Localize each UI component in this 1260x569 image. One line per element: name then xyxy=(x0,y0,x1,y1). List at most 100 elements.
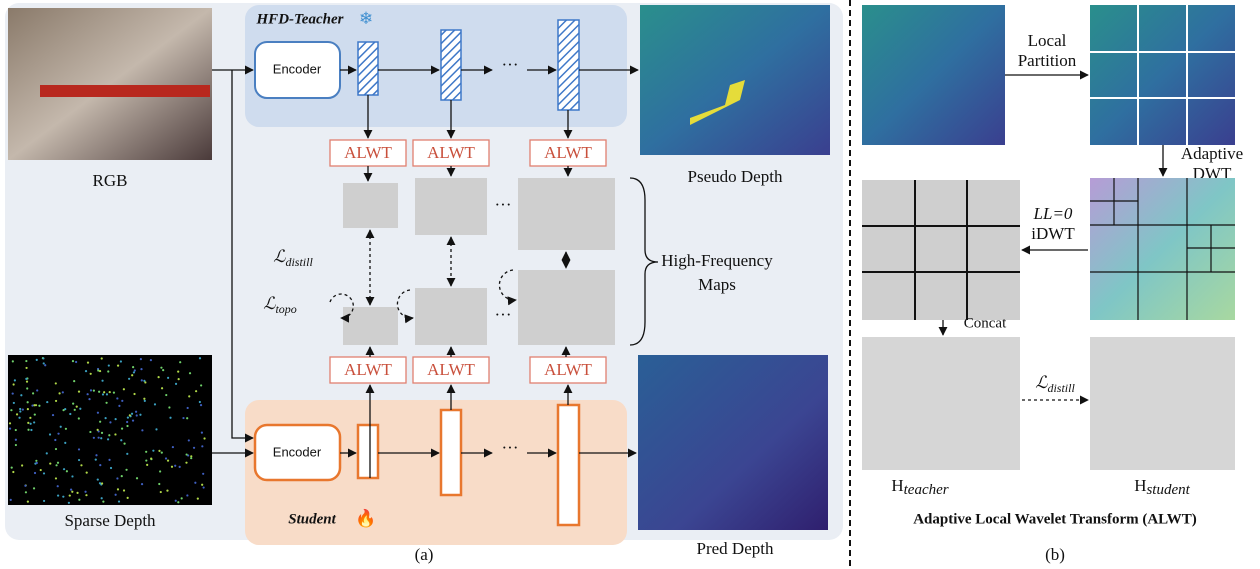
sparse-point xyxy=(129,414,131,416)
subscript: distill xyxy=(1047,381,1075,395)
sparse-point xyxy=(36,462,38,464)
sparse-point xyxy=(188,439,190,441)
sparse-point xyxy=(150,359,152,361)
sparse-point xyxy=(105,417,107,419)
sparse-point xyxy=(12,471,14,473)
sparse-point xyxy=(160,491,162,493)
sparse-point xyxy=(49,462,51,464)
sparse-point xyxy=(174,465,176,467)
sparse-point xyxy=(121,475,123,477)
sparse-point xyxy=(90,373,92,375)
sparse-point xyxy=(54,439,56,441)
sparse-point xyxy=(116,397,118,399)
sparse-point xyxy=(193,447,195,449)
sparse-point xyxy=(10,409,12,411)
sparse-point xyxy=(25,367,27,369)
sparse-point xyxy=(144,400,146,402)
label: Hteacher xyxy=(891,476,948,499)
label: Sparse Depth xyxy=(64,511,156,530)
sparse-point xyxy=(33,421,35,423)
sparse-point xyxy=(79,408,81,410)
sparse-point xyxy=(201,484,203,486)
sparse-point xyxy=(101,497,103,499)
sparse-point xyxy=(108,459,110,461)
alwt-label: ALWT xyxy=(344,360,392,379)
depth-image xyxy=(862,5,1005,145)
sparse-point xyxy=(160,367,162,369)
sparse-point xyxy=(12,392,14,394)
sparse-point xyxy=(120,439,122,441)
sparse-point xyxy=(168,406,170,408)
partitioned-image xyxy=(1090,5,1235,145)
sparse-point xyxy=(202,473,204,475)
feature xyxy=(441,410,461,495)
sparse-point xyxy=(69,494,71,496)
sparse-point xyxy=(141,429,143,431)
sparse-point xyxy=(135,411,137,413)
symbol: H xyxy=(891,476,903,495)
sparse-point xyxy=(36,359,38,361)
hf-map xyxy=(518,178,615,250)
sparse-point xyxy=(117,488,119,490)
sparse-point xyxy=(181,497,183,499)
sparse-point xyxy=(107,438,109,440)
sparse-point xyxy=(150,457,152,459)
student-hf-image xyxy=(1090,337,1235,470)
sparse-point xyxy=(85,494,87,496)
sparse-point xyxy=(15,429,17,431)
sparse-point xyxy=(64,408,66,410)
sparse-point xyxy=(80,464,82,466)
sparse-point xyxy=(203,437,205,439)
sparse-point xyxy=(46,401,48,403)
sparse-point xyxy=(78,417,80,419)
sparse-point xyxy=(101,357,103,359)
label: Pseudo Depth xyxy=(688,167,783,186)
sparse-point xyxy=(187,407,189,409)
sparse-point xyxy=(100,437,102,439)
sparse-point xyxy=(182,417,184,419)
sparse-point xyxy=(132,366,134,368)
hf-map xyxy=(415,178,487,235)
sparse-point xyxy=(144,381,146,383)
sparse-point xyxy=(57,462,59,464)
sparse-point xyxy=(72,403,74,405)
loss: ℒdistill xyxy=(1035,373,1075,395)
sparse-point xyxy=(101,380,103,382)
sparse-point xyxy=(121,400,123,402)
sparse-point xyxy=(22,408,24,410)
alwt-label: ALWT xyxy=(427,143,475,162)
sparse-point xyxy=(127,416,129,418)
ellipsis: ··· xyxy=(495,305,512,324)
sparse-point xyxy=(97,369,99,371)
sparse-point xyxy=(10,499,12,501)
sparse-point xyxy=(13,402,15,404)
sparse-point xyxy=(57,433,59,435)
sparse-point xyxy=(123,388,125,390)
label: Partition xyxy=(1018,51,1077,70)
sparse-point xyxy=(24,485,26,487)
sparse-point xyxy=(74,409,76,411)
label: Hstudent xyxy=(1134,476,1190,499)
sparse-point xyxy=(38,405,40,407)
sparse-point xyxy=(120,360,122,362)
label: iDWT xyxy=(1031,224,1075,243)
encoder-label: Encoder xyxy=(273,61,322,76)
sparse-point xyxy=(203,486,205,488)
feature xyxy=(358,42,378,95)
sparse-point xyxy=(197,498,199,500)
sparse-point xyxy=(145,451,147,453)
feature xyxy=(558,405,579,525)
hf-map xyxy=(343,307,398,345)
hf-map xyxy=(415,288,487,345)
sparse-point xyxy=(36,389,38,391)
sparse-point xyxy=(201,431,203,433)
sparse-point xyxy=(158,450,160,452)
sparse-point xyxy=(114,433,116,435)
sparse-point xyxy=(62,391,64,393)
sparse-point xyxy=(102,501,104,503)
sparse-point xyxy=(25,491,27,493)
teacher-label: HFD-Teacher xyxy=(256,11,344,27)
sparse-point xyxy=(189,372,191,374)
sparse-point xyxy=(84,491,86,493)
sparse-point xyxy=(177,501,179,503)
